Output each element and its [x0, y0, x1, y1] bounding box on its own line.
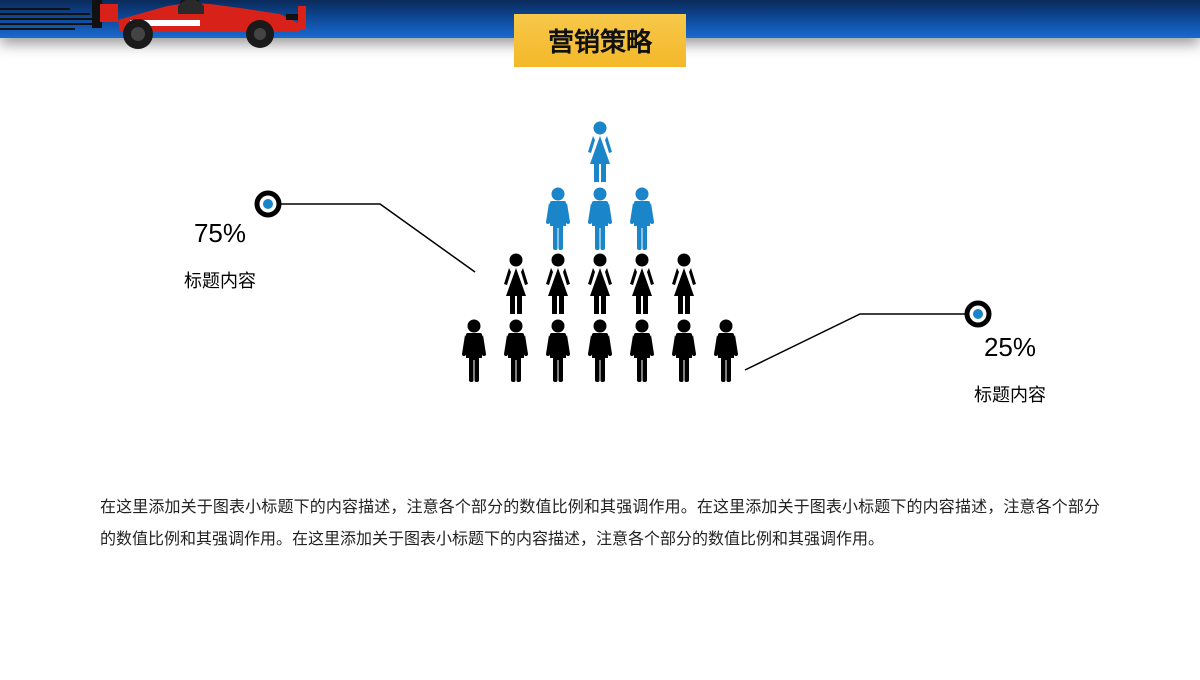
- person-male-icon: [454, 318, 494, 386]
- annotation-right: 25% 标题内容: [940, 332, 1080, 407]
- pyramid-row: [400, 252, 800, 320]
- person-female-icon: [664, 252, 704, 320]
- page-title: 营销策略: [514, 14, 686, 67]
- people-pyramid: [400, 120, 800, 384]
- person-male-icon: [580, 318, 620, 386]
- person-male-icon: [622, 186, 662, 254]
- person-male-icon: [664, 318, 704, 386]
- person-male-icon: [496, 318, 536, 386]
- person-female-icon: [622, 252, 662, 320]
- description-text: 在这里添加关于图表小标题下的内容描述，注意各个部分的数值比例和其强调作用。在这里…: [100, 492, 1100, 556]
- person-male-icon: [706, 318, 746, 386]
- annotation-left: 75% 标题内容: [150, 218, 290, 293]
- person-male-icon: [622, 318, 662, 386]
- racecar-icon: [90, 0, 310, 49]
- person-male-icon: [580, 186, 620, 254]
- pyramid-row: [400, 120, 800, 188]
- person-male-icon: [538, 186, 578, 254]
- person-female-icon: [538, 252, 578, 320]
- pyramid-row: [400, 186, 800, 254]
- label-left: 标题内容: [150, 267, 290, 293]
- person-male-icon: [538, 318, 578, 386]
- percent-right: 25%: [940, 332, 1080, 363]
- person-female-icon: [580, 252, 620, 320]
- person-female-icon: [580, 120, 620, 188]
- label-right: 标题内容: [940, 381, 1080, 407]
- percent-left: 75%: [150, 218, 290, 249]
- person-female-icon: [496, 252, 536, 320]
- pyramid-row: [400, 318, 800, 386]
